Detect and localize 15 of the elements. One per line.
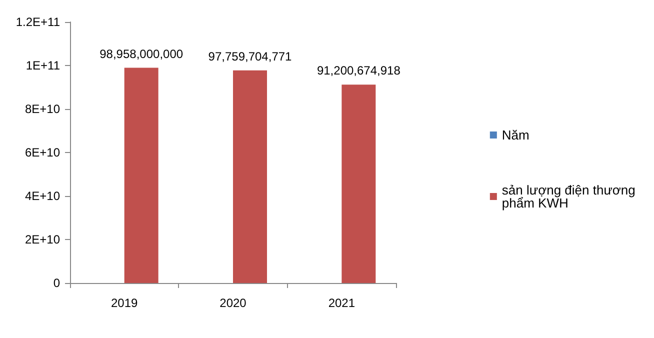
y-tick-label: 1E+11	[26, 58, 60, 72]
data-label: 91,200,674,918	[316, 64, 401, 78]
x-tick-label: 2019	[110, 296, 138, 310]
y-tick-label: 2E+10	[24, 232, 60, 246]
data-label: 97,759,704,771	[208, 49, 292, 64]
legend-label: Năm	[502, 128, 530, 142]
x-tick-label: 2020	[220, 296, 247, 310]
data-label: 98,958,000,000	[100, 46, 184, 61]
y-tick-label: 8E+10	[24, 102, 60, 116]
y-tick-label: 0	[53, 276, 60, 290]
y-tick-label: 1.2E+11	[16, 15, 60, 29]
y-tick-label: 4E+10	[24, 189, 60, 203]
x-tick-label: 2021	[328, 296, 356, 310]
legend-label: sản lượng điện thương phẩm KWH	[502, 182, 640, 210]
y-tick-label: 6E+10	[24, 146, 60, 160]
